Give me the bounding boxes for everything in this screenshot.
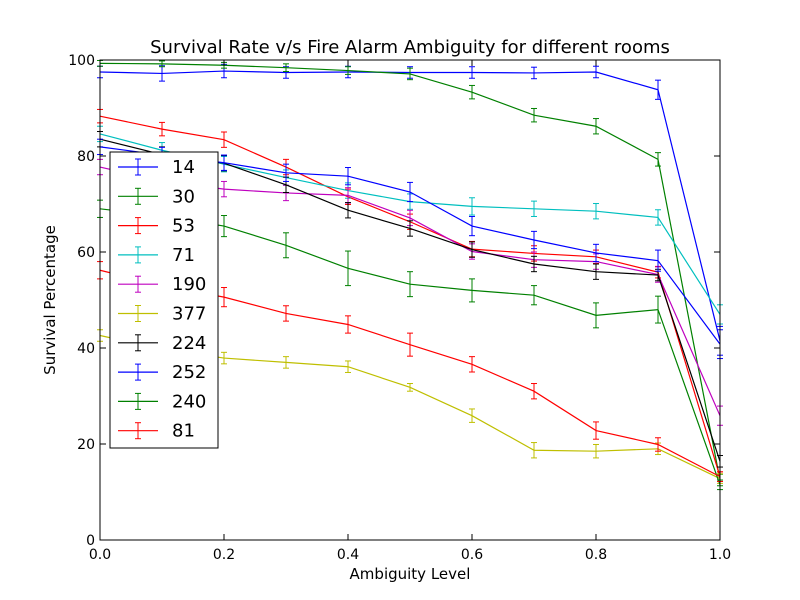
error-bar: [407, 383, 413, 392]
error-bar: [345, 315, 351, 334]
legend-label: 14: [172, 157, 195, 178]
error-bar: [221, 215, 227, 238]
error-bar: [283, 356, 289, 369]
error-bar: [469, 408, 475, 423]
y-tick-label: 0: [86, 533, 95, 549]
error-bar: [469, 66, 475, 79]
legend: 14 30 53 71 190 377 224 252 240 81: [109, 151, 219, 449]
error-bar: [655, 437, 661, 452]
error-bar: [159, 121, 165, 137]
legend-label: 53: [172, 216, 195, 237]
legend-label: 377: [172, 304, 206, 325]
error-bar: [469, 356, 475, 373]
error-bar: [531, 200, 537, 217]
error-bar: [407, 181, 413, 203]
error-bar: [531, 230, 537, 250]
error-bar: [655, 295, 661, 324]
error-bar: [283, 232, 289, 259]
x-tick-label: 0.6: [461, 547, 483, 563]
x-axis-title: Ambiguity Level: [350, 565, 471, 583]
y-tick-label: 20: [77, 437, 95, 453]
legend-entry: 14: [118, 157, 195, 178]
legend-entry: 190: [118, 274, 206, 295]
error-bar: [407, 220, 413, 237]
legend-entry: 53: [118, 216, 195, 237]
error-bar: [407, 271, 413, 298]
legend-entry: 81: [118, 421, 195, 442]
error-bar: [469, 84, 475, 100]
error-bar: [531, 285, 537, 306]
error-bar: [407, 67, 413, 81]
error-bar: [283, 305, 289, 322]
legend-label: 190: [172, 274, 206, 295]
error-bar: [531, 107, 537, 123]
error-bar: [655, 79, 661, 100]
error-bar: [593, 443, 599, 459]
y-axis-title: Survival Percentage: [41, 225, 59, 375]
error-bar: [221, 287, 227, 308]
error-bar: [593, 118, 599, 135]
error-bar: [593, 243, 599, 263]
y-tick-label: 80: [77, 149, 95, 165]
legend-entry: 252: [118, 362, 206, 383]
plot-frame: [99, 59, 721, 541]
legend-label: 30: [172, 186, 195, 207]
error-bar: [283, 63, 289, 73]
error-bar: [531, 383, 537, 400]
legend-entry: 377: [118, 304, 206, 325]
x-tick-label: 0.8: [585, 547, 607, 563]
error-bar: [655, 152, 661, 167]
x-tick-label: 0.2: [213, 547, 235, 563]
error-bar: [593, 421, 599, 440]
legend-label: 224: [172, 333, 206, 354]
x-tick-label: 0.4: [337, 547, 359, 563]
error-bar: [345, 167, 351, 186]
y-tick-label: 60: [77, 245, 95, 261]
error-bar: [221, 154, 227, 171]
legend-label: 240: [172, 391, 206, 412]
legend-entry: 240: [118, 391, 206, 412]
error-bar: [593, 65, 599, 79]
series-30: [97, 59, 723, 487]
legend-entry: 71: [118, 245, 195, 266]
error-bar: [531, 66, 537, 80]
error-bar: [469, 197, 475, 216]
error-bar: [655, 209, 661, 226]
legend-label: 81: [172, 421, 195, 442]
error-bar: [531, 255, 537, 273]
y-tick-label: 100: [68, 53, 95, 69]
legend-box: [109, 151, 219, 449]
error-bar: [345, 360, 351, 373]
y-tick-label: 40: [77, 341, 95, 357]
error-bar: [283, 163, 289, 182]
legend-entry: 30: [118, 186, 195, 207]
error-bar: [407, 332, 413, 357]
error-bar: [593, 263, 599, 280]
error-bar: [221, 180, 227, 198]
x-tick-label: 0.0: [89, 547, 111, 563]
x-tick-label: 1.0: [709, 547, 731, 563]
chart-title: Survival Rate v/s Fire Alarm Ambiguity f…: [150, 37, 670, 58]
error-bar: [469, 241, 475, 258]
axes: 0.0 0.2 0.4 0.6 0.8 1.0 0 20 40 60 80 100: [68, 53, 731, 563]
error-bar: [345, 250, 351, 287]
error-bar: [221, 131, 227, 148]
error-bar: [593, 203, 599, 220]
error-bar: [655, 249, 661, 272]
error-bar: [159, 60, 165, 68]
error-bar: [469, 215, 475, 237]
error-bar: [345, 66, 351, 75]
error-bar: [469, 278, 475, 303]
legend-label: 252: [172, 362, 206, 383]
legend-entry: 224: [118, 333, 206, 354]
error-bar: [345, 202, 351, 219]
error-bar: [593, 302, 599, 329]
error-bar: [531, 442, 537, 459]
legend-label: 71: [172, 245, 195, 266]
error-bar: [221, 351, 227, 365]
